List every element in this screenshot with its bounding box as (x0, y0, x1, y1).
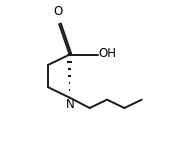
Text: O: O (54, 5, 63, 18)
Text: OH: OH (99, 47, 117, 60)
Text: N: N (66, 98, 75, 111)
